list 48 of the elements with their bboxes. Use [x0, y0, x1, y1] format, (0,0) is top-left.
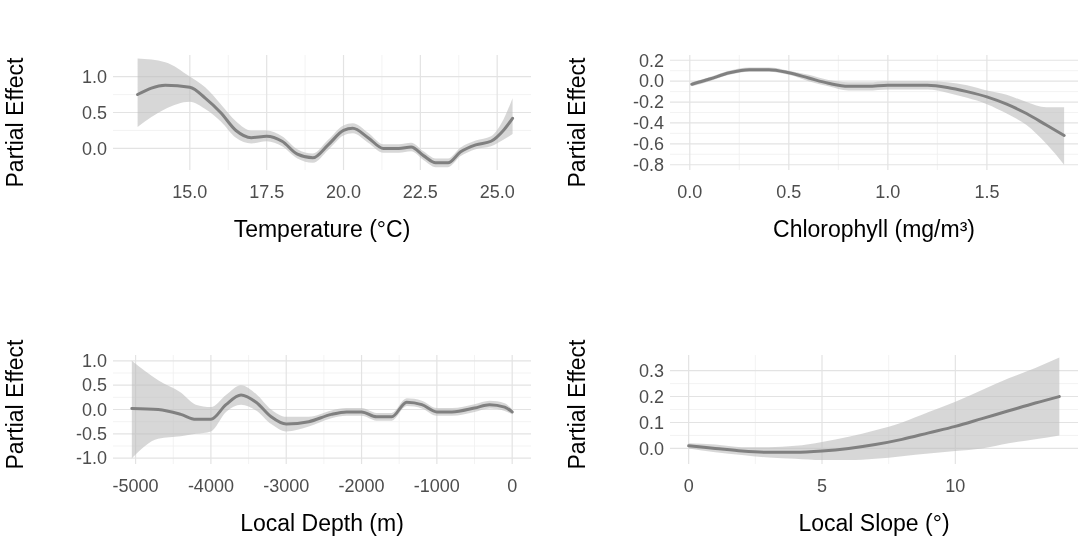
y-tick-label: 1.0 [81, 66, 107, 87]
x-tick-label: -3000 [263, 476, 310, 496]
y-tick-label: 0.0 [81, 138, 107, 159]
x-tick-label: 0 [507, 476, 518, 496]
x-tick-label: -2000 [338, 476, 385, 496]
x-tick-label: 10 [945, 476, 966, 496]
y-tick-label: -0.5 [75, 424, 107, 445]
x-tick-label: 22.5 [402, 182, 438, 202]
y-tick-label: -1.0 [75, 448, 107, 469]
y-axis-title: Partial Effect [564, 338, 590, 470]
line-series [136, 83, 515, 165]
x-axis-title: Temperature (°C) [233, 216, 411, 242]
y-tick-label: -0.8 [632, 155, 664, 176]
y-tick-label: 0.0 [638, 71, 664, 92]
y-axis-title: Partial Effect [564, 56, 590, 188]
y-tick-label: -0.4 [632, 113, 664, 134]
x-tick-label: -1000 [413, 476, 460, 496]
x-tick-label: 0.5 [776, 182, 802, 202]
line-series [690, 68, 1066, 137]
x-axis-title: Local Depth (m) [240, 510, 404, 536]
x-tick-label: -5000 [112, 476, 159, 496]
x-tick-label: 25.0 [479, 182, 515, 202]
y-tick-label: 1.0 [81, 351, 107, 372]
line-series [130, 393, 514, 426]
x-tick-label: 1.0 [875, 182, 901, 202]
x-axis-title: Local Slope (°) [798, 510, 950, 536]
x-tick-label: 5 [816, 476, 828, 496]
x-tick-label: 1.5 [974, 182, 1000, 202]
y-tick-label: 0.0 [638, 438, 664, 459]
y-tick-label: 0.5 [81, 102, 107, 123]
y-tick-label: 0.2 [638, 50, 664, 71]
y-tick-label: 0.0 [81, 399, 107, 420]
line-series [687, 395, 1061, 454]
y-tick-label: -0.2 [632, 92, 664, 113]
y-tick-label: 0.2 [638, 386, 664, 407]
x-tick-label: 0 [683, 476, 694, 496]
y-tick-label: 0.5 [81, 375, 107, 396]
x-axis-title: Chlorophyll (mg/m³) [773, 216, 975, 242]
x-tick-label: 15.0 [172, 182, 208, 202]
x-tick-label: 0.0 [677, 182, 703, 202]
x-tick-label: 20.0 [325, 182, 362, 202]
y-tick-label: -0.6 [632, 134, 664, 155]
x-tick-label: -4000 [187, 476, 234, 496]
y-tick-label: 0.3 [638, 360, 664, 381]
x-tick-label: 17.5 [249, 182, 285, 202]
y-axis-title: Partial Effect [2, 56, 28, 188]
y-axis-title: Partial Effect [2, 338, 28, 470]
y-tick-label: 0.1 [638, 412, 664, 433]
